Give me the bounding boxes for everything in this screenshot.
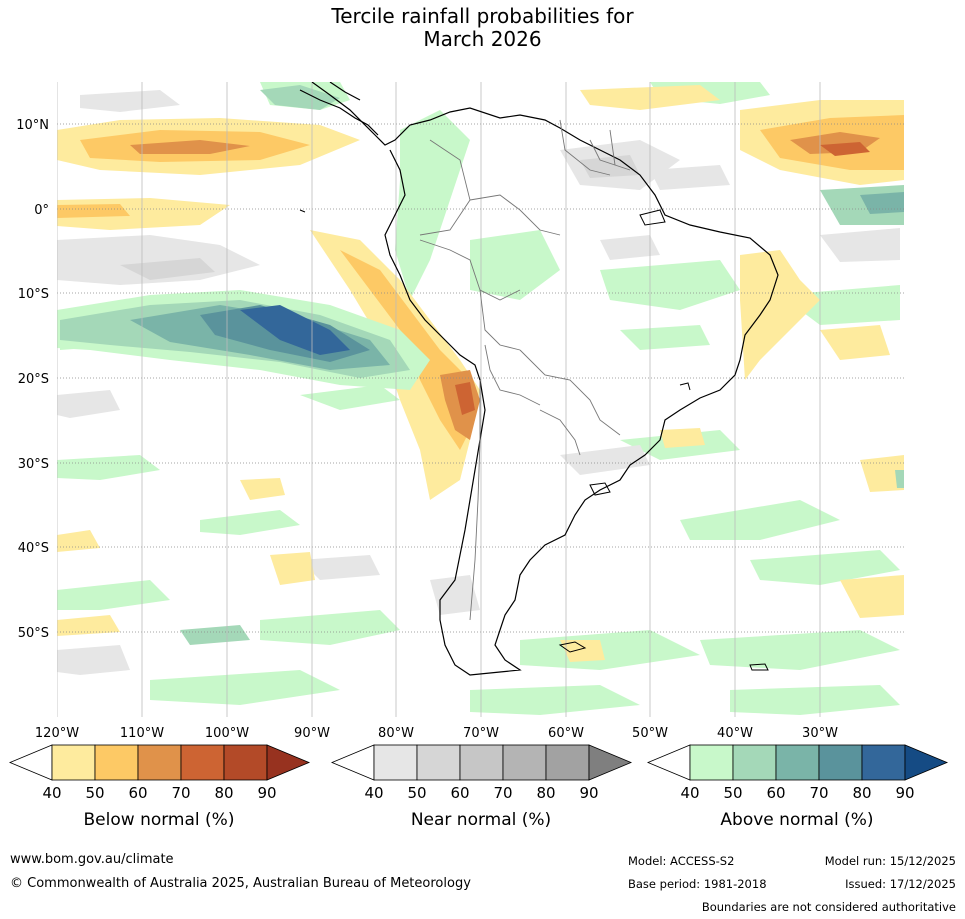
legend-above-swatch-2 [732, 744, 777, 781]
legend-near-title: Near normal (%) [411, 810, 551, 830]
near-normal-darker [120, 155, 640, 280]
legend-above-tick: 60 [766, 784, 785, 802]
lat-label-50s: 50°S [18, 626, 49, 641]
legend-below-title: Below normal (%) [84, 810, 235, 830]
lon-label-40w: 40°W [717, 726, 753, 741]
legend-near-swatch-1 [373, 744, 418, 781]
legend-above-normal: 40 50 60 70 80 90 Above normal (%) [646, 744, 949, 830]
legend-above-tick: 50 [723, 784, 742, 802]
lat-label-10s: 10°S [18, 287, 49, 302]
legend-above-arrow-left [646, 744, 691, 781]
legend-below-tick: 80 [214, 784, 233, 802]
legend-below-arrow-right [266, 744, 311, 781]
footer-issued: Issued: 17/12/2025 [845, 877, 956, 891]
legend-below-tick: 90 [257, 784, 276, 802]
footer-model-run: Model run: 15/12/2025 [824, 854, 956, 868]
legend-near-tick: 80 [536, 784, 555, 802]
legend-below-swatch-5 [223, 744, 268, 781]
south-america-coastline [311, 82, 779, 676]
above-normal-strong [57, 85, 904, 645]
legend-above-tick: 90 [895, 784, 914, 802]
footer-copyright: © Commonwealth of Australia 2025, Austra… [10, 876, 471, 891]
legend-below-tick: 70 [171, 784, 190, 802]
legend-below-swatch-2 [94, 744, 139, 781]
lon-label-30w: 30°W [802, 726, 838, 741]
legend-below-arrow-left [8, 744, 53, 781]
legend-near-tick: 70 [493, 784, 512, 802]
lat-label-0: 0° [34, 203, 49, 218]
footer-url[interactable]: www.bom.gov.au/climate [10, 852, 174, 867]
legend-near-tick: 90 [579, 784, 598, 802]
legend-near-swatch-5 [545, 744, 590, 781]
longitude-labels: 120°W 110°W 100°W 90°W 80°W 70°W 60°W 50… [35, 726, 838, 741]
lon-label-60w: 60°W [548, 726, 584, 741]
legend-near-swatch-2 [416, 744, 461, 781]
lon-label-100w: 100°W [205, 726, 249, 741]
legend-near-tick: 60 [450, 784, 469, 802]
lon-label-110w: 110°W [120, 726, 164, 741]
legend-above-swatch-4 [818, 744, 863, 781]
legend-below-tick: 40 [42, 784, 61, 802]
legend-near-swatch-3 [459, 744, 504, 781]
legend-above-arrow-right [904, 744, 949, 781]
lat-label-20s: 20°S [18, 372, 49, 387]
legend-above-swatch-1 [689, 744, 734, 781]
country-borders [419, 119, 631, 621]
longitude-gridlines [57, 82, 821, 717]
map-panel [57, 82, 904, 717]
footer-model: Model: ACCESS-S2 [628, 854, 735, 868]
legend-near-tick: 50 [407, 784, 426, 802]
latitude-gridlines [57, 123, 904, 633]
legend-below-swatch-4 [180, 744, 225, 781]
latitude-labels: 10°N 0° 10°S 20°S 30°S 40°S 50°S [16, 118, 49, 641]
legend-below-normal: 40 50 60 70 80 90 Below normal (%) [8, 744, 311, 830]
legend-above-tick: 70 [809, 784, 828, 802]
legend-near-swatch-4 [502, 744, 547, 781]
lat-label-10n: 10°N [16, 118, 49, 133]
lon-label-70w: 70°W [463, 726, 499, 741]
legend-above-title: Above normal (%) [720, 810, 873, 830]
legend-above-tick: 80 [852, 784, 871, 802]
legend-near-arrow-left [330, 744, 375, 781]
legend-near-normal: 40 50 60 70 80 90 Near normal (%) [330, 744, 633, 830]
legend-near-tick: 40 [364, 784, 383, 802]
lon-label-50w: 50°W [632, 726, 668, 741]
legend-above-swatch-3 [775, 744, 820, 781]
lon-label-120w: 120°W [35, 726, 79, 741]
map-background [57, 82, 904, 717]
legend-above-tick: 40 [680, 784, 699, 802]
lon-label-90w: 90°W [294, 726, 330, 741]
legend-below-swatch-1 [51, 744, 96, 781]
map-title-line1: Tercile rainfall probabilities for [331, 4, 634, 28]
legend-below-swatch-3 [137, 744, 182, 781]
legend-above-swatch-5 [861, 744, 906, 781]
footer-base-period: Base period: 1981-2018 [628, 877, 767, 891]
legend-below-tick: 60 [128, 784, 147, 802]
legend-near-arrow-right [588, 744, 633, 781]
legend-below-tick: 50 [85, 784, 104, 802]
footer-disclaimer: Boundaries are not considered authoritat… [701, 900, 956, 914]
lat-label-40s: 40°S [18, 541, 49, 556]
islands [299, 209, 769, 671]
lat-label-30s: 30°S [18, 457, 49, 472]
central-america-coastline [299, 82, 379, 136]
map-title-line2: March 2026 [423, 27, 542, 51]
lon-label-80w: 80°W [378, 726, 414, 741]
